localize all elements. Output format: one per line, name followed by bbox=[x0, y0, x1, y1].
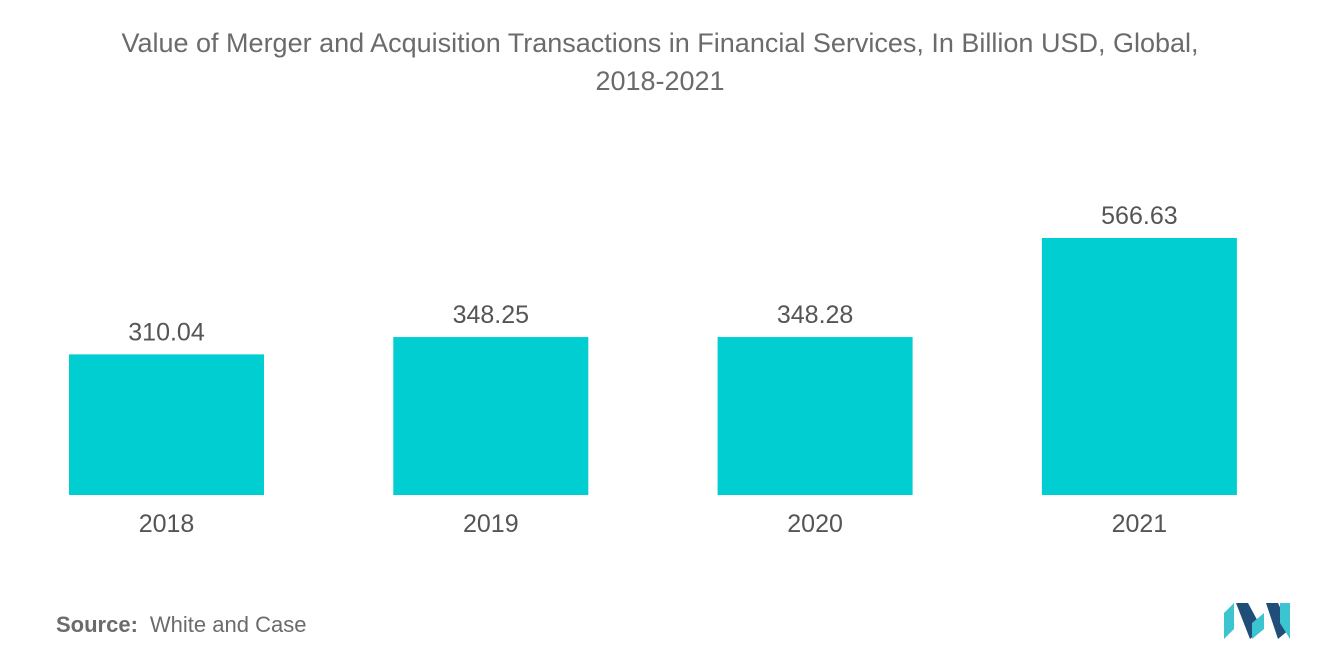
bar-chart: 310.04 2018 348.25 2019 348.28 2020 566.63 2021 bbox=[69, 202, 1237, 538]
chart-title-line-2: 2018-2021 bbox=[595, 66, 725, 96]
x-tick-label-2021: 2021 bbox=[1112, 510, 1168, 538]
chart-title-line-1: Value of Merger and Acquisition Transact… bbox=[121, 28, 1199, 58]
x-tick-label-2018: 2018 bbox=[139, 510, 195, 538]
logo-shape-3 bbox=[1252, 613, 1264, 639]
logo-shape-4 bbox=[1266, 603, 1290, 639]
data-label-2018: 310.04 bbox=[128, 318, 205, 346]
chart-title: Value of Merger and Acquisition Transact… bbox=[20, 24, 1300, 100]
bar-2020 bbox=[717, 337, 913, 495]
brand-logo-icon bbox=[1224, 603, 1290, 639]
bar-2021 bbox=[1041, 238, 1237, 495]
x-tick-label-2019: 2019 bbox=[463, 510, 519, 538]
bar-2019 bbox=[393, 337, 589, 495]
bar-2018 bbox=[69, 354, 264, 495]
data-label-2019: 348.25 bbox=[453, 301, 529, 329]
source-note: Source: White and Case bbox=[56, 612, 306, 638]
data-label-2020: 348.28 bbox=[777, 301, 853, 329]
source-text: White and Case bbox=[149, 612, 307, 637]
logo-shape-5 bbox=[1280, 603, 1290, 639]
x-tick-label-2020: 2020 bbox=[787, 510, 843, 538]
source-label: Source: bbox=[56, 612, 138, 637]
logo-shape-1 bbox=[1224, 603, 1234, 639]
data-label-2021: 566.63 bbox=[1101, 202, 1177, 230]
